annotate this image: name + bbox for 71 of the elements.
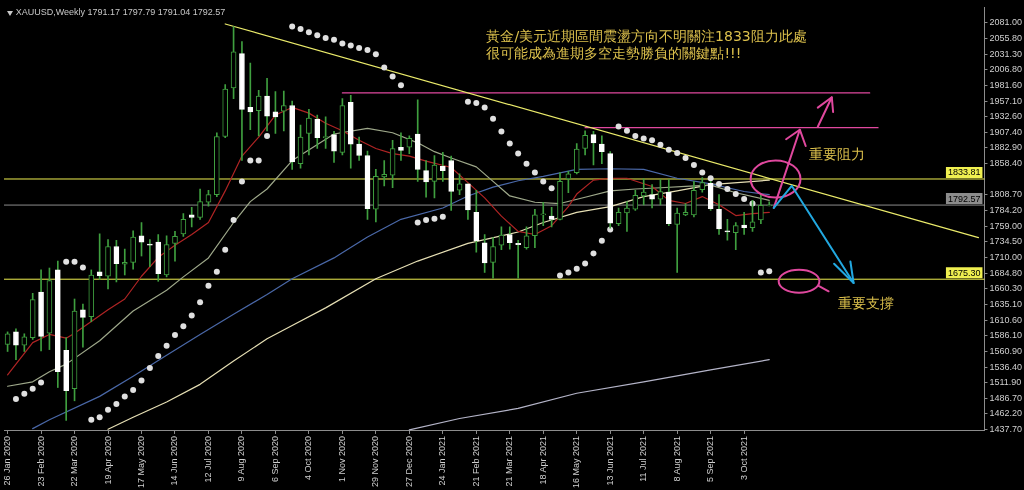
y-tick-label: 2055.80	[989, 33, 1023, 44]
candlestick	[398, 132, 404, 161]
y-tick-label: 1586.10	[989, 330, 1023, 341]
y-tick-label: 1610.60	[989, 314, 1023, 325]
x-tick-label: 24 Jan 2021	[437, 435, 448, 486]
candlestick	[439, 151, 446, 182]
x-tick-label: 5 Sep 2021	[705, 435, 716, 483]
x-tick-label: 1 Nov 2020	[336, 435, 347, 483]
candlestick	[247, 62, 254, 130]
x-tick-label: 3 Oct 2021	[738, 435, 749, 480]
candlestick	[649, 184, 655, 209]
y-tick-label: 1536.40	[989, 361, 1023, 372]
y-tick-label: 2081.00	[989, 17, 1023, 28]
ref-line-label: 1675.30	[947, 267, 981, 278]
y-tick-label: 1635.10	[989, 299, 1023, 310]
x-tick-label: 12 Jul 2020	[202, 435, 213, 483]
y-tick-label: 1710.00	[989, 251, 1023, 262]
y-tick-label: 2006.80	[989, 64, 1023, 75]
y-tick-label: 1734.50	[989, 236, 1023, 247]
candlestick	[741, 212, 747, 235]
x-tick-label: 21 Feb 2021	[470, 435, 481, 487]
x-tick-label: 13 Jun 2021	[604, 435, 615, 486]
y-tick-label: 1511.90	[989, 377, 1022, 388]
y-tick-label: 1560.90	[989, 346, 1023, 357]
x-tick-label: 8 Aug 2021	[671, 435, 682, 482]
y-tick-label: 1462.20	[989, 408, 1023, 419]
annotation: 重要阻力	[809, 145, 866, 162]
y-tick-label: 1486.70	[989, 392, 1023, 403]
x-tick-label: 19 Apr 2020	[102, 435, 113, 485]
x-tick-label: 26 Jan 2020	[2, 435, 13, 486]
candlestick	[540, 201, 547, 226]
candlestick	[381, 160, 388, 187]
x-tick-label: 9 Aug 2020	[236, 435, 247, 482]
x-tick-label: 16 May 2021	[571, 435, 582, 489]
annotation: 重要支撐	[837, 294, 894, 311]
x-tick-label: 6 Sep 2020	[269, 435, 280, 483]
y-tick-label: 1437.70	[989, 423, 1023, 434]
chart-title: XAUUSD,Weekly 1791.17 1797.79 1791.04 1792.57	[15, 7, 226, 18]
y-tick-label: 1858.40	[989, 157, 1023, 168]
candlestick	[147, 239, 153, 268]
y-tick-label: 1784.20	[989, 204, 1023, 215]
y-tick-label: 1684.80	[989, 267, 1023, 278]
x-tick-label: 22 Mar 2020	[69, 435, 80, 487]
x-tick-label: 29 Nov 2020	[370, 435, 381, 488]
candlestick	[766, 201, 773, 207]
y-tick-label: 1932.60	[989, 111, 1023, 122]
x-tick-label: 18 Apr 2021	[537, 435, 548, 485]
annotation: 黃金/美元近期區間震盪方向不明關注1833阻力此處	[486, 27, 807, 44]
x-tick-label: 11 Jul 2021	[638, 435, 649, 482]
y-tick-label: 1907.40	[989, 126, 1023, 137]
y-tick-label: 1808.70	[989, 189, 1023, 200]
ref-line-label: 1833.81	[947, 167, 981, 178]
y-tick-label: 1957.10	[989, 95, 1023, 106]
candlestick	[674, 207, 680, 273]
x-tick-label: 21 Mar 2021	[504, 435, 515, 487]
x-tick-label: 17 May 2020	[135, 435, 146, 489]
ref-line-label: 1792.57	[947, 193, 981, 204]
y-tick-label: 1660.30	[989, 283, 1023, 294]
x-tick-label: 4 Oct 2020	[303, 435, 314, 480]
candlestick	[280, 90, 287, 132]
y-tick-label: 1759.00	[989, 220, 1023, 231]
y-tick-label: 1882.90	[989, 142, 1023, 153]
candlestick	[121, 248, 128, 276]
candlestick	[188, 207, 195, 228]
y-tick-label: 2031.30	[989, 48, 1023, 59]
x-tick-label: 23 Feb 2020	[35, 435, 46, 487]
y-tick-label: 1981.60	[989, 80, 1023, 91]
candlestick	[80, 303, 86, 348]
x-tick-label: 27 Dec 2020	[403, 435, 414, 488]
annotation: 很可能成為進期多空走勢勝負的關鍵點!!!	[486, 45, 742, 62]
x-tick-label: 14 Jun 2020	[169, 435, 180, 486]
